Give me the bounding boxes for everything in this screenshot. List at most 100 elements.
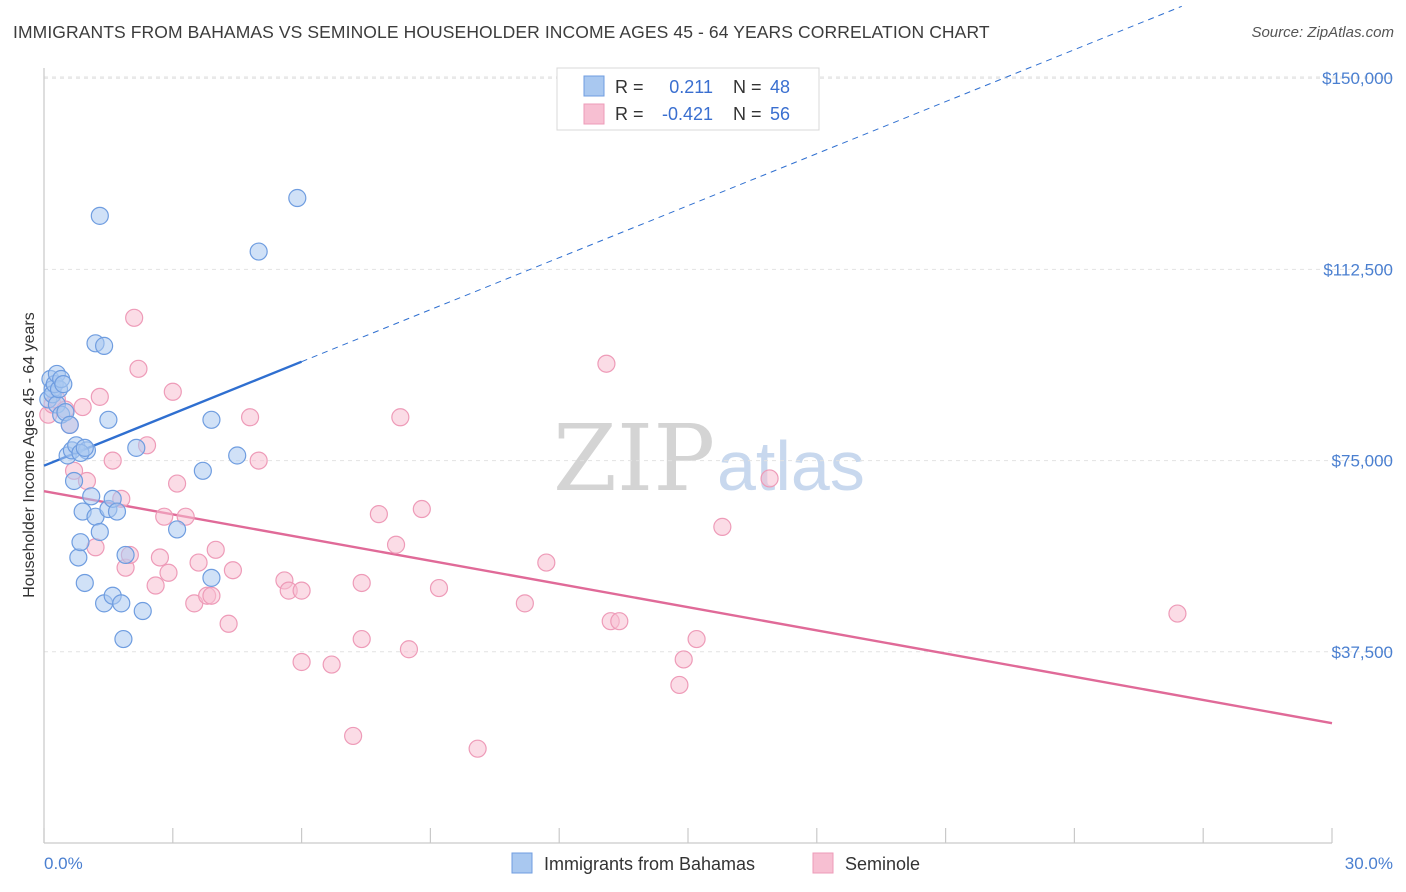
x-tick-label-0: 0.0% [44, 854, 83, 873]
data-point-bahamas [99, 410, 118, 429]
legend-n-label-bahamas: N = [733, 77, 762, 97]
data-point-bahamas [249, 242, 268, 261]
trend-line-bahamas-extension [301, 5, 1182, 363]
correlation-legend: R = 0.211 N = 48 R = -0.421 N = 56 [556, 67, 820, 131]
series-legend: Immigrants from Bahamas Seminole [511, 852, 920, 874]
bottom-legend-label-seminole: Seminole [845, 854, 920, 874]
data-point-seminole [167, 474, 187, 493]
data-point-bahamas [228, 446, 247, 465]
data-point-seminole [412, 499, 431, 519]
data-point-seminole [155, 507, 174, 526]
data-point-seminole [670, 675, 689, 695]
legend-n-label-seminole: N = [733, 104, 762, 124]
data-point-bahamas [64, 471, 84, 491]
data-point-seminole [597, 354, 616, 373]
data-point-seminole [386, 535, 406, 554]
y-tick-label: $150,000 [1322, 69, 1393, 88]
data-point-seminole [352, 573, 371, 593]
data-point-seminole [189, 553, 208, 572]
data-point-bahamas [75, 438, 94, 457]
data-point-seminole [292, 652, 311, 672]
bottom-legend-label-bahamas: Immigrants from Bahamas [544, 854, 755, 874]
y-tick-label: $37,500 [1332, 643, 1393, 662]
data-point-seminole [515, 594, 534, 613]
trend-line-seminole [43, 490, 1333, 725]
watermark-atlas: atlas [717, 427, 865, 505]
legend-r-label-bahamas: R = [615, 77, 644, 97]
legend-r-value-bahamas: 0.211 [669, 77, 713, 97]
data-point-seminole [125, 308, 144, 327]
data-point-seminole [369, 505, 388, 524]
data-point-seminole [610, 612, 629, 631]
data-point-seminole [292, 581, 311, 600]
data-point-seminole [429, 578, 449, 598]
data-point-seminole [713, 517, 732, 536]
data-point-seminole [322, 655, 341, 674]
bottom-legend-swatch-bahamas [511, 852, 533, 874]
x-tick-label-30: 30.0% [1345, 854, 1393, 873]
data-point-seminole [352, 629, 371, 649]
data-point-bahamas [75, 573, 94, 593]
data-point-seminole [150, 548, 170, 567]
data-point-seminole [159, 563, 178, 582]
data-point-seminole [86, 538, 105, 557]
y-tick-label: $75,000 [1332, 452, 1393, 471]
gridlines [44, 76, 1395, 653]
data-point-seminole [344, 726, 363, 746]
data-point-seminole [1168, 604, 1187, 623]
data-point-seminole [537, 553, 556, 572]
data-point-bahamas [116, 545, 135, 565]
watermark-zip: ZIP [553, 405, 715, 512]
legend-swatch-seminole [583, 103, 605, 125]
data-point-seminole [468, 739, 487, 758]
y-axis-label: Householder Income Ages 45 - 64 years [21, 312, 38, 598]
data-point-seminole [202, 586, 221, 605]
legend-swatch-bahamas [583, 75, 605, 97]
source-label: Source: ZipAtlas.com [1251, 24, 1394, 41]
data-point-seminole [399, 640, 419, 659]
series-bahamas-points [39, 188, 307, 649]
bottom-legend-swatch-seminole [812, 852, 834, 874]
data-point-seminole [219, 614, 238, 633]
data-point-bahamas [95, 336, 114, 355]
data-point-seminole [687, 629, 706, 649]
data-point-bahamas [69, 548, 88, 567]
data-point-bahamas [193, 461, 212, 480]
legend-n-value-bahamas: 48 [770, 77, 790, 97]
data-point-seminole [176, 507, 195, 526]
data-point-seminole [249, 451, 268, 470]
data-point-bahamas [114, 629, 133, 649]
legend-n-value-seminole: 56 [770, 104, 790, 124]
data-point-seminole [674, 650, 693, 669]
y-tick-label: $112,500 [1323, 260, 1393, 279]
data-point-seminole [206, 540, 225, 559]
chart-title: IMMIGRANTS FROM BAHAMAS VS SEMINOLE HOUS… [13, 22, 990, 42]
data-point-seminole [103, 451, 122, 470]
data-point-bahamas [202, 568, 221, 587]
data-point-seminole [163, 382, 182, 401]
data-point-bahamas [288, 188, 307, 208]
data-point-seminole [240, 408, 260, 427]
data-point-bahamas [90, 206, 109, 225]
data-point-bahamas [112, 594, 131, 613]
data-point-bahamas [82, 487, 101, 506]
legend-r-label-seminole: R = [615, 104, 644, 124]
data-point-seminole [129, 359, 148, 378]
data-point-bahamas [127, 438, 146, 457]
data-point-seminole [223, 561, 243, 580]
data-point-bahamas [60, 415, 79, 435]
data-point-seminole [146, 576, 165, 595]
data-point-seminole [760, 469, 779, 488]
data-point-seminole [90, 387, 109, 406]
series-seminole-points [39, 308, 1187, 758]
data-point-seminole [73, 397, 92, 417]
data-point-bahamas [54, 375, 73, 394]
y-tick-labels: $37,500 $75,000 $112,500 $150,000 [1322, 69, 1393, 662]
data-point-bahamas [90, 522, 109, 542]
data-point-bahamas [107, 502, 127, 521]
legend-r-value-seminole: -0.421 [662, 104, 713, 124]
data-point-seminole [391, 408, 410, 427]
data-point-bahamas [133, 601, 152, 621]
data-point-bahamas [167, 520, 187, 539]
